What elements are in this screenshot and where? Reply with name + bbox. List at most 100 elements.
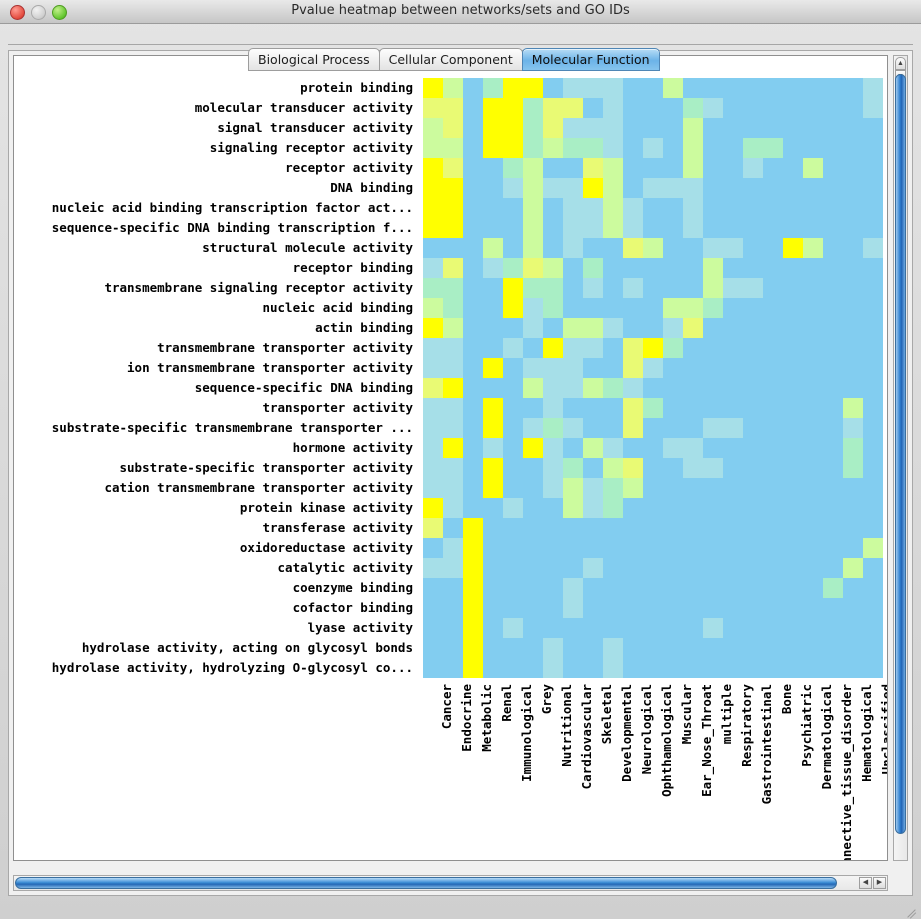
heatmap-cell[interactable]: [703, 158, 723, 178]
heatmap-cell[interactable]: [783, 398, 803, 418]
heatmap-cell[interactable]: [683, 318, 703, 338]
heatmap-cell[interactable]: [603, 398, 623, 418]
heatmap-cell[interactable]: [703, 78, 723, 98]
heatmap-cell[interactable]: [803, 538, 823, 558]
heatmap-cell[interactable]: [743, 158, 763, 178]
heatmap-cell[interactable]: [543, 498, 563, 518]
heatmap-cell[interactable]: [743, 138, 763, 158]
heatmap-cell[interactable]: [783, 558, 803, 578]
heatmap-cell[interactable]: [863, 498, 883, 518]
heatmap-cell[interactable]: [863, 518, 883, 538]
heatmap-cell[interactable]: [763, 258, 783, 278]
heatmap-cell[interactable]: [483, 258, 503, 278]
heatmap-cell[interactable]: [523, 278, 543, 298]
heatmap-cell[interactable]: [763, 278, 783, 298]
heatmap-cell[interactable]: [623, 178, 643, 198]
heatmap-cell[interactable]: [843, 158, 863, 178]
heatmap-cell[interactable]: [803, 658, 823, 678]
heatmap-cell[interactable]: [523, 658, 543, 678]
heatmap-cell[interactable]: [523, 478, 543, 498]
heatmap-cell[interactable]: [863, 158, 883, 178]
heatmap-cell[interactable]: [583, 358, 603, 378]
heatmap-cell[interactable]: [463, 98, 483, 118]
heatmap-cell[interactable]: [523, 418, 543, 438]
heatmap-cell[interactable]: [783, 198, 803, 218]
heatmap-cell[interactable]: [663, 518, 683, 538]
heatmap-cell[interactable]: [683, 658, 703, 678]
heatmap-cell[interactable]: [523, 598, 543, 618]
heatmap-cell[interactable]: [843, 498, 863, 518]
heatmap-cell[interactable]: [503, 338, 523, 358]
heatmap-cell[interactable]: [803, 178, 823, 198]
heatmap-cell[interactable]: [803, 338, 823, 358]
heatmap-cell[interactable]: [763, 118, 783, 138]
heatmap-cell[interactable]: [843, 78, 863, 98]
heatmap-cell[interactable]: [763, 618, 783, 638]
heatmap-cell[interactable]: [503, 138, 523, 158]
heatmap-cell[interactable]: [443, 518, 463, 538]
heatmap-cell[interactable]: [523, 258, 543, 278]
heatmap-cell[interactable]: [783, 278, 803, 298]
heatmap-cell[interactable]: [743, 338, 763, 358]
heatmap-cell[interactable]: [503, 578, 523, 598]
heatmap-cell[interactable]: [463, 418, 483, 438]
heatmap-cell[interactable]: [683, 558, 703, 578]
heatmap-cell[interactable]: [823, 278, 843, 298]
heatmap-cell[interactable]: [583, 238, 603, 258]
heatmap-cell[interactable]: [723, 578, 743, 598]
heatmap-cell[interactable]: [783, 218, 803, 238]
heatmap-cell[interactable]: [663, 578, 683, 598]
heatmap-cell[interactable]: [603, 618, 623, 638]
heatmap-cell[interactable]: [543, 398, 563, 418]
heatmap-cell[interactable]: [683, 198, 703, 218]
heatmap-cell[interactable]: [543, 638, 563, 658]
heatmap-cell[interactable]: [603, 298, 623, 318]
heatmap-cell[interactable]: [783, 418, 803, 438]
heatmap-cell[interactable]: [823, 238, 843, 258]
heatmap-cell[interactable]: [483, 558, 503, 578]
heatmap-cell[interactable]: [863, 438, 883, 458]
heatmap-cell[interactable]: [783, 358, 803, 378]
heatmap-cell[interactable]: [543, 538, 563, 558]
heatmap-cell[interactable]: [843, 558, 863, 578]
heatmap-cell[interactable]: [603, 218, 623, 238]
heatmap-cell[interactable]: [823, 218, 843, 238]
heatmap-cell[interactable]: [583, 398, 603, 418]
heatmap-cell[interactable]: [423, 458, 443, 478]
heatmap-cell[interactable]: [503, 298, 523, 318]
heatmap-cell[interactable]: [843, 638, 863, 658]
heatmap-cell[interactable]: [843, 198, 863, 218]
heatmap-cell[interactable]: [603, 638, 623, 658]
heatmap-cell[interactable]: [443, 538, 463, 558]
heatmap-cell[interactable]: [663, 618, 683, 638]
heatmap-cell[interactable]: [563, 138, 583, 158]
heatmap-cell[interactable]: [743, 658, 763, 678]
heatmap-cell[interactable]: [543, 378, 563, 398]
heatmap-cell[interactable]: [643, 558, 663, 578]
heatmap-cell[interactable]: [423, 418, 443, 438]
heatmap-cell[interactable]: [643, 458, 663, 478]
heatmap-cell[interactable]: [823, 338, 843, 358]
heatmap-cell[interactable]: [643, 578, 663, 598]
heatmap-cell[interactable]: [503, 258, 523, 278]
heatmap-cell[interactable]: [563, 338, 583, 358]
heatmap-cell[interactable]: [603, 358, 623, 378]
heatmap-cell[interactable]: [563, 478, 583, 498]
heatmap-cell[interactable]: [583, 298, 603, 318]
horizontal-scroll-thumb[interactable]: [15, 877, 837, 889]
heatmap-cell[interactable]: [863, 218, 883, 238]
heatmap-cell[interactable]: [623, 258, 643, 278]
heatmap-cell[interactable]: [603, 558, 623, 578]
heatmap-cell[interactable]: [863, 118, 883, 138]
heatmap-cell[interactable]: [423, 278, 443, 298]
heatmap-cell[interactable]: [483, 278, 503, 298]
heatmap-cell[interactable]: [563, 458, 583, 478]
heatmap-cell[interactable]: [603, 158, 623, 178]
heatmap-cell[interactable]: [443, 138, 463, 158]
heatmap-cell[interactable]: [543, 158, 563, 178]
heatmap-cell[interactable]: [483, 438, 503, 458]
heatmap-cell[interactable]: [843, 598, 863, 618]
heatmap-cell[interactable]: [703, 138, 723, 158]
heatmap-cell[interactable]: [463, 218, 483, 238]
heatmap-cell[interactable]: [623, 638, 643, 658]
